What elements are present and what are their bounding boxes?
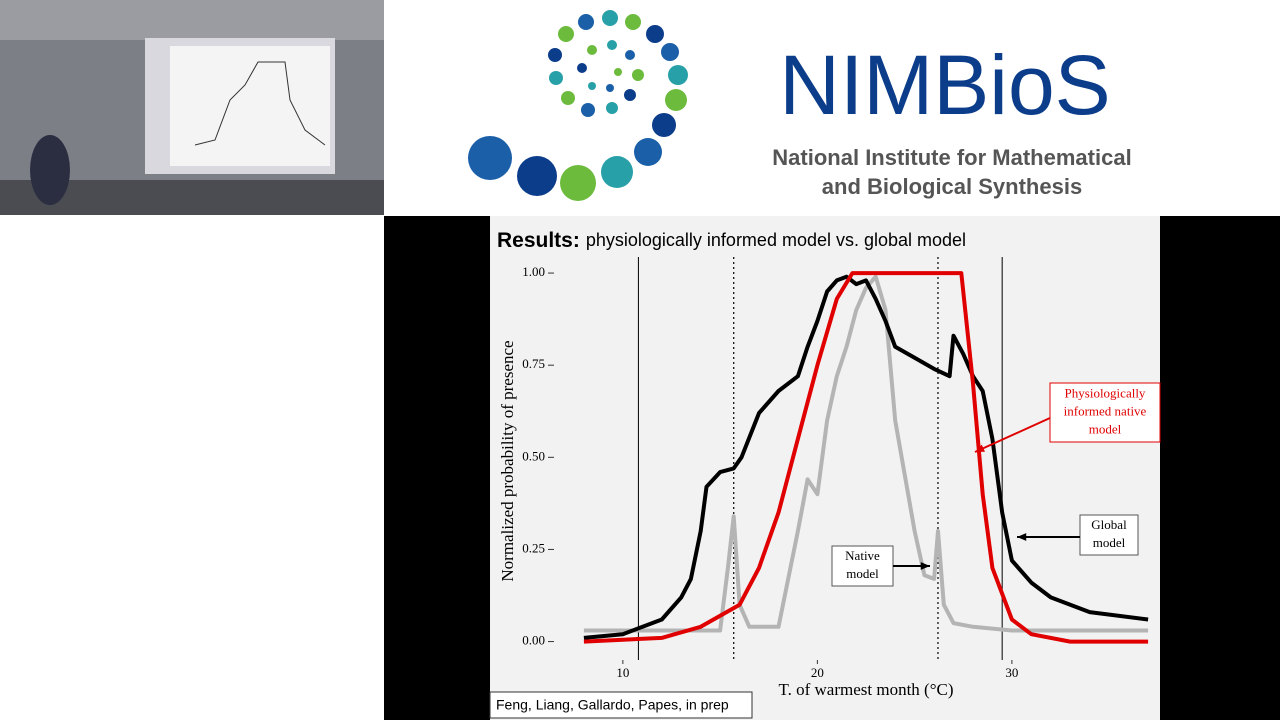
ceiling — [0, 0, 384, 40]
arrow-head — [1017, 533, 1027, 541]
arrow-head — [920, 562, 930, 570]
annotation-box — [831, 545, 894, 587]
projected-curve — [194, 61, 326, 146]
x-tick-label: 20 — [811, 665, 824, 680]
plot-area — [582, 262, 1150, 660]
speaker — [30, 135, 70, 205]
annotation-text: Physiologically — [1065, 385, 1146, 400]
annotation-box — [1079, 514, 1139, 556]
series-line — [583, 271, 1149, 644]
annotation-text: model — [1093, 535, 1126, 550]
y-tick-label: 0.00 — [522, 633, 545, 648]
x-axis-label: T. of warmest month (°C) — [778, 680, 953, 699]
logo-dots — [468, 10, 688, 201]
logo-title: NIMBioS — [779, 38, 1110, 132]
logo-subtitle: and Biological Synthesis — [822, 174, 1082, 199]
citation-box — [489, 691, 753, 719]
y-tick-label: 0.75 — [522, 356, 545, 371]
y-axis-label: Normalized probability of presence — [498, 340, 517, 581]
y-tick-label: 1.00 — [522, 264, 545, 279]
y-tick-label: 0.25 — [522, 540, 545, 555]
arrow-head — [975, 444, 985, 452]
annotation-text: model — [1089, 421, 1122, 436]
citation: Feng, Liang, Gallardo, Papes, in prep — [496, 697, 729, 713]
slide-title-rest: physiologically informed model vs. globa… — [586, 230, 966, 250]
projected-slide — [170, 46, 330, 166]
series-line — [583, 274, 1149, 640]
chart: 0.00 0.25 0.50 0.75 1.00 10 20 30 T. of warmest … — [498, 257, 1161, 699]
y-tick-label: 0.50 — [522, 448, 545, 463]
x-tick-label: 10 — [616, 665, 629, 680]
annotation-text: Native — [845, 548, 880, 563]
annotation-arrow — [974, 417, 1051, 453]
annotation-text: informed native — [1064, 403, 1147, 418]
slide-title: Results: physiologically informed model v… — [497, 229, 966, 252]
annotation-box — [1049, 382, 1161, 443]
slide-title-bold: Results: — [497, 229, 580, 252]
series-line — [583, 274, 1149, 633]
x-tick-label: 30 — [1005, 665, 1018, 680]
annotation-text: Global — [1091, 517, 1127, 532]
logo-subtitle: National Institute for Mathematical — [772, 145, 1131, 170]
annotation-text: model — [846, 566, 879, 581]
